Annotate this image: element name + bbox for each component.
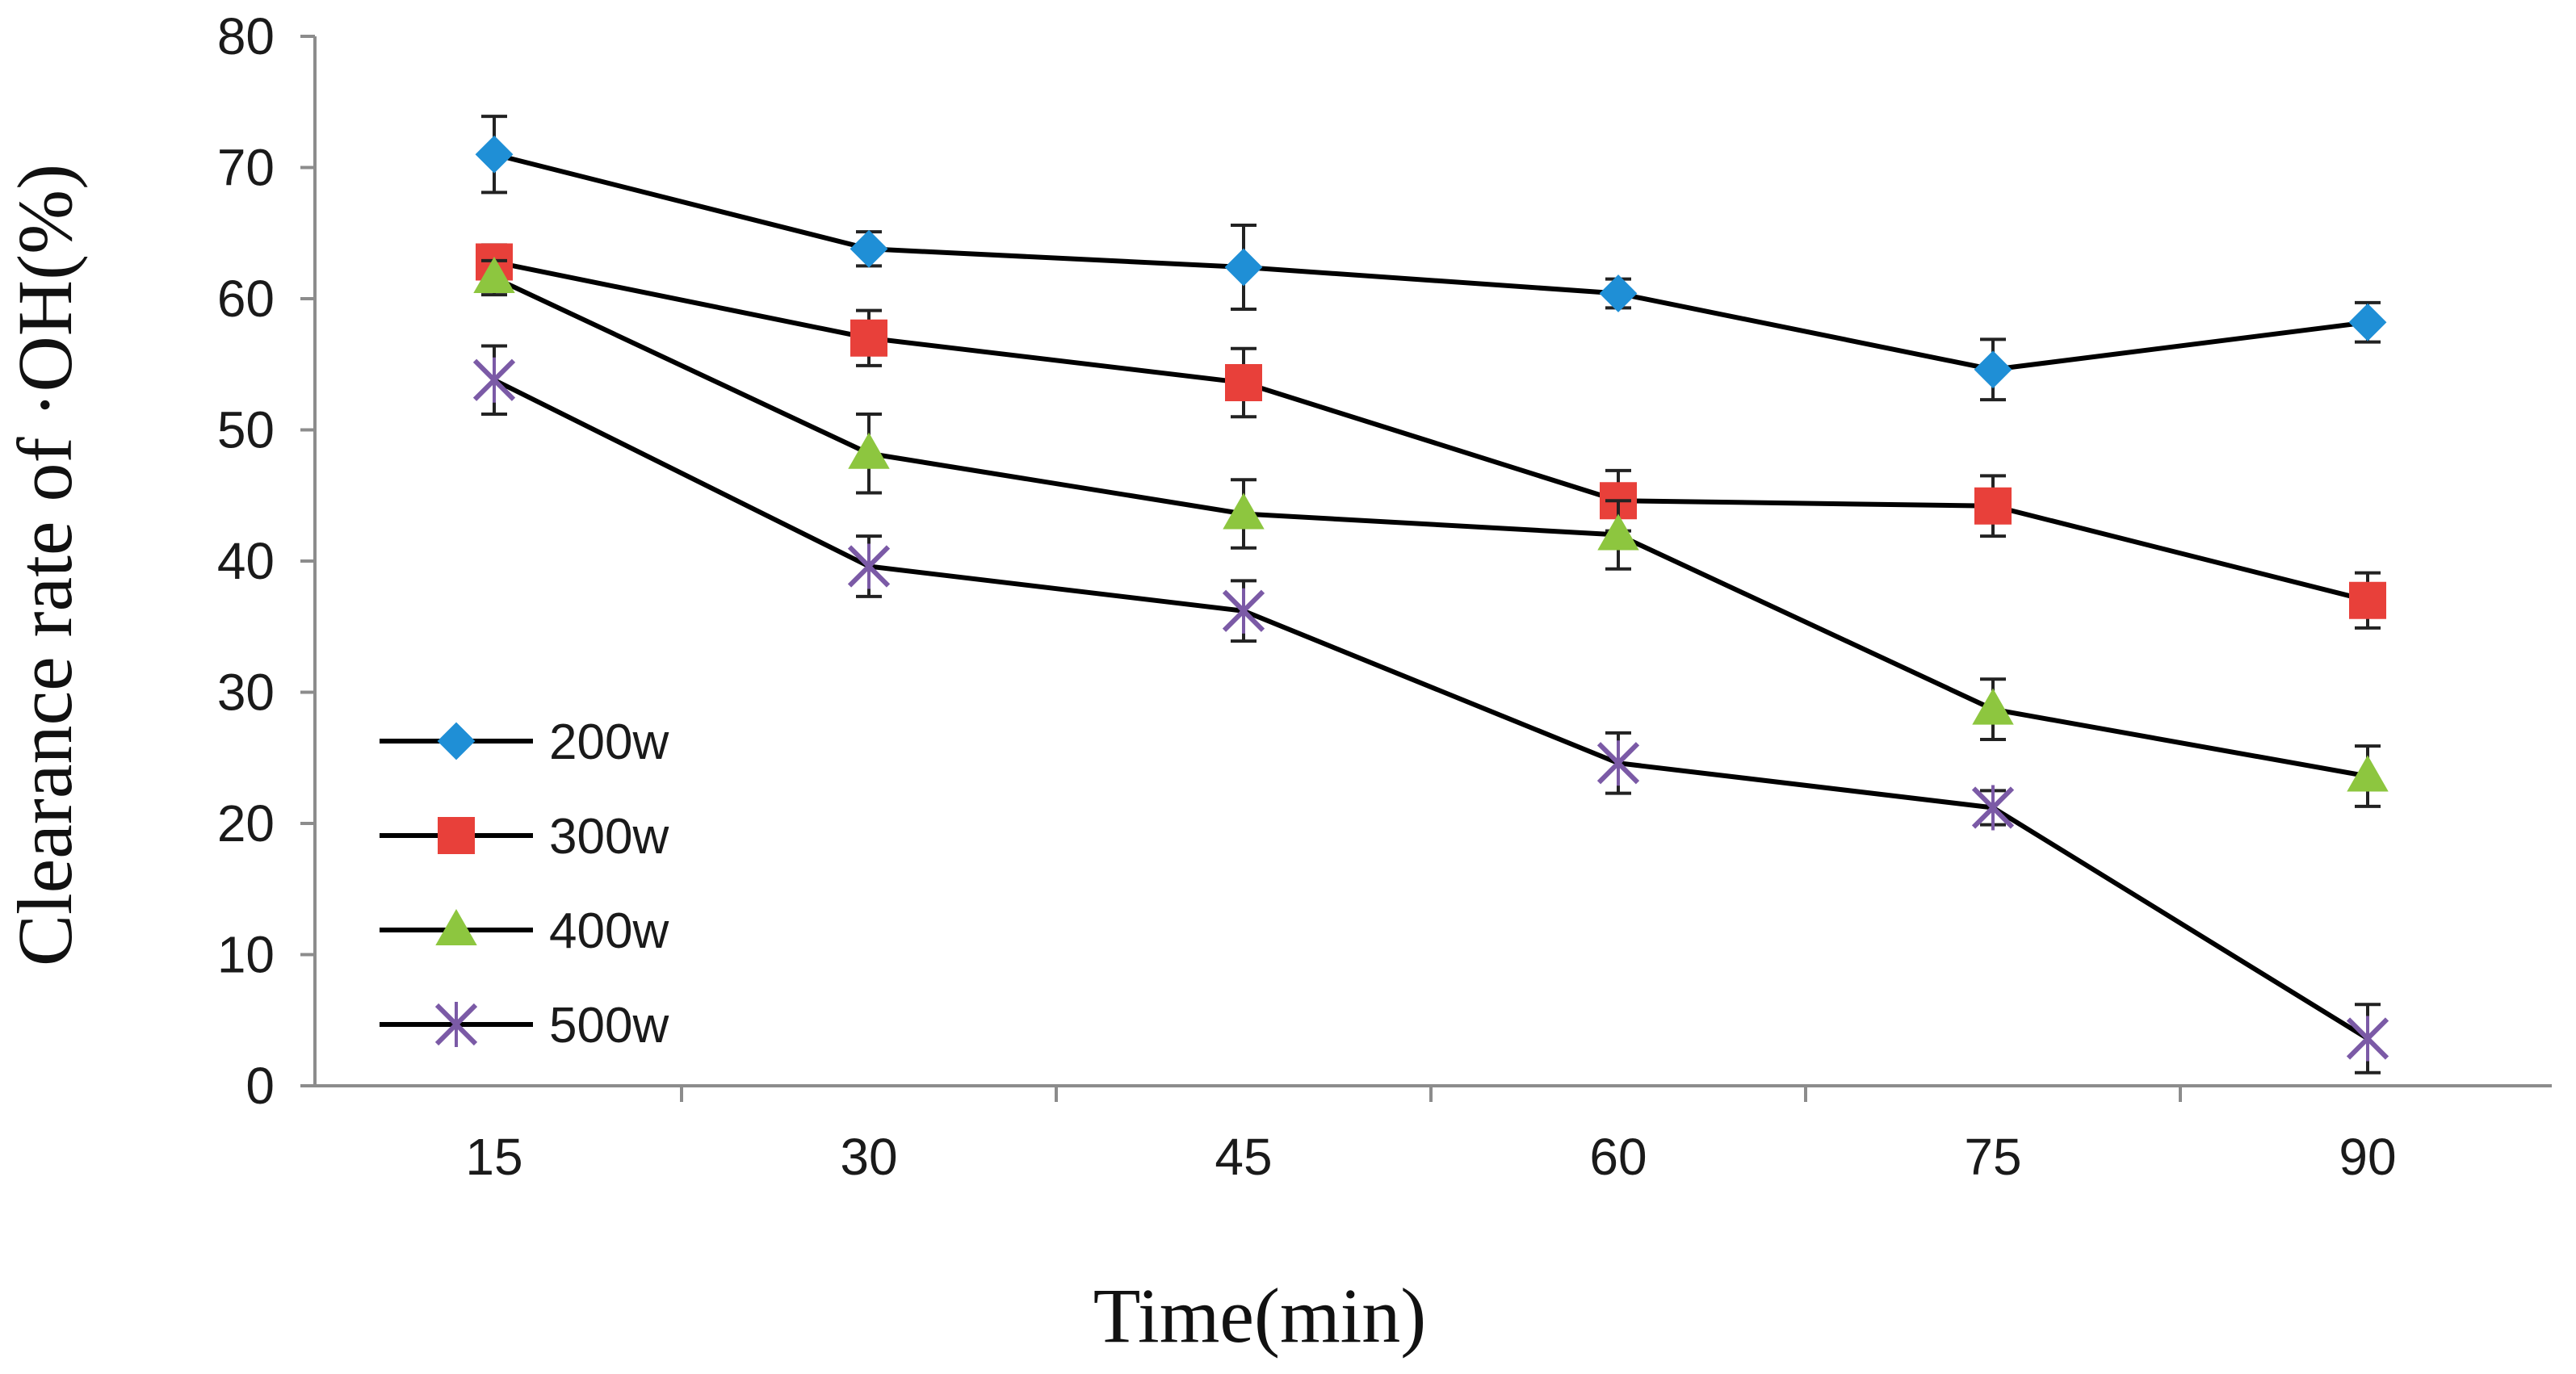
y-tick-label: 40	[217, 532, 275, 590]
data-point	[1225, 364, 1262, 401]
data-point	[472, 357, 516, 403]
data-point	[2348, 303, 2387, 341]
legend-item-300w: 300w	[380, 809, 669, 865]
data-point	[475, 135, 514, 174]
data-point	[1972, 688, 2014, 725]
series-200w	[475, 115, 2387, 402]
data-point	[2349, 581, 2386, 619]
y-ticks: 0 10 20 30 40 50 60 70 80	[217, 7, 315, 1115]
data-point	[850, 229, 888, 268]
data-point	[1597, 513, 1639, 551]
x-ticks: 15 30 45 60 75 90	[465, 1086, 2397, 1186]
data-point	[1222, 588, 1265, 634]
data-point	[1224, 248, 1263, 287]
legend-label: 300w	[549, 809, 669, 865]
data-point	[473, 256, 515, 293]
legend-label: 200w	[549, 714, 669, 770]
x-tick-label: 60	[1589, 1128, 1647, 1186]
y-tick-label: 30	[217, 664, 275, 722]
data-point	[1596, 740, 1640, 786]
legend-item-400w: 400w	[380, 903, 669, 959]
data-point	[2347, 755, 2389, 792]
data-point	[1974, 350, 2012, 389]
y-tick-label: 60	[217, 270, 275, 328]
legend-item-200w: 200w	[380, 714, 669, 770]
legend-item-500w: 500w	[380, 998, 669, 1054]
series-line	[493, 275, 2368, 779]
y-tick-label: 0	[245, 1057, 275, 1115]
data-point	[847, 543, 891, 589]
legend-marker	[438, 817, 475, 854]
x-tick-label: 45	[1215, 1128, 1272, 1186]
series-line	[493, 378, 2369, 1041]
legend: 200w 300w 400w 500w	[380, 714, 669, 1054]
y-tick-label: 70	[217, 139, 275, 197]
legend-marker	[434, 1002, 478, 1047]
x-tick-label: 30	[840, 1128, 897, 1186]
data-point	[850, 319, 887, 357]
legend-label: 500w	[549, 998, 669, 1054]
series-500w	[472, 344, 2389, 1074]
data-point	[1974, 487, 2012, 525]
series-line	[493, 152, 2368, 372]
y-tick-label: 10	[217, 926, 275, 984]
x-tick-label: 90	[2339, 1128, 2396, 1186]
data-point	[1599, 274, 1638, 312]
data-point	[1971, 785, 2015, 831]
y-tick-label: 20	[217, 794, 275, 852]
series-line	[493, 259, 2368, 603]
legend-label: 400w	[549, 903, 669, 959]
data-point	[1223, 492, 1265, 530]
y-tick-label: 50	[217, 401, 275, 459]
legend-marker	[435, 908, 477, 945]
data-point	[848, 432, 890, 469]
data-point	[2346, 1016, 2389, 1062]
legend-marker	[437, 722, 476, 760]
x-tick-label: 75	[1964, 1128, 2021, 1186]
x-tick-label: 15	[465, 1128, 522, 1186]
series-400w	[473, 256, 2389, 808]
series-layer	[472, 115, 2389, 1074]
x-axis-title: Time(min)	[1093, 1272, 1427, 1359]
y-axis-title: Clearance rate of ·OH(%)	[2, 164, 88, 966]
y-tick-label: 80	[217, 7, 275, 65]
